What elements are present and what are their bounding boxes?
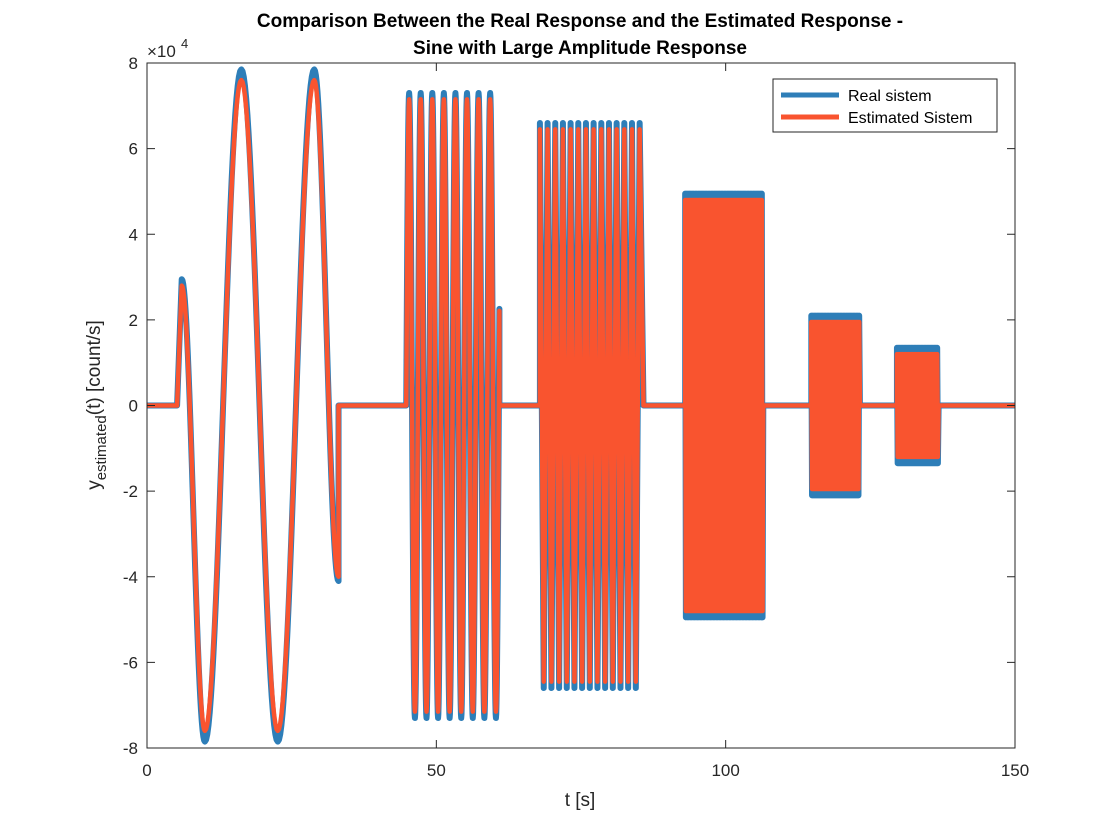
y-tick-label: 4 [129,225,138,244]
x-tick-label: 50 [427,761,446,780]
y-axis-label-rest: (t) [count/s] [84,320,105,415]
legend: Real sistem Estimated Sistem [772,78,998,133]
legend-label-estimated: Estimated Sistem [848,110,972,127]
y-tick-label: -6 [123,653,138,672]
y-tick-label: 8 [129,54,138,73]
x-axis-label: t [s] [565,790,596,811]
x-tick-label: 150 [1001,761,1029,780]
axes-box [146,62,1016,749]
y-tick-label: -2 [123,482,138,501]
y-tick-label: 2 [129,311,138,330]
y-axis-label-sub: estimated [93,415,110,480]
ticks-layer: 0 50 100 150 -8 -6 -4 -2 0 2 4 6 8 [123,54,1029,780]
x-tick-label: 100 [711,761,739,780]
chart-title-line1: Comparison Between the Real Response and… [257,11,903,32]
y-exponent-power: 4 [181,36,188,51]
series-layer [147,66,1015,745]
legend-label-real: Real sistem [848,88,932,105]
y-axis-label: yestimated(t) [count/s] [84,320,110,490]
y-tick-label: -4 [123,568,138,587]
chart-title-line2: Sine with Large Amplitude Response [413,38,747,59]
y-exponent-label: ×10 4 [147,36,188,61]
y-tick-label: -8 [123,739,138,758]
y-axis-label-main: y [84,480,105,490]
band-mark [685,200,764,611]
legend-box [772,78,998,133]
x-tick-label: 0 [142,761,151,780]
band-mark [811,322,860,489]
band-mark [896,354,939,457]
y-exponent-base: ×10 [147,42,176,61]
y-tick-label: 6 [129,140,138,159]
plot-area: 0 50 100 150 -8 -6 -4 -2 0 2 4 6 8 [123,54,1029,780]
y-tick-label: 0 [129,397,138,416]
